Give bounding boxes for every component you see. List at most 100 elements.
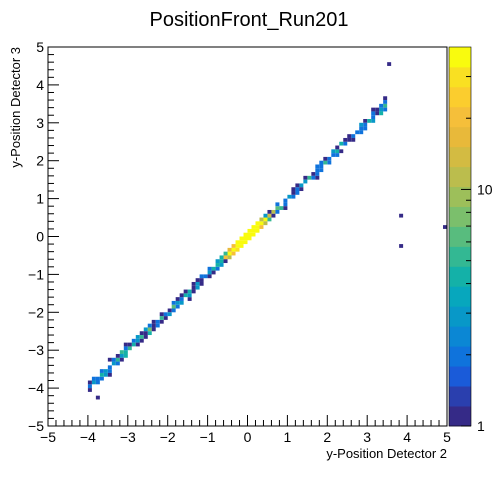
heatmap-cell — [99, 372, 104, 377]
heatmap-cell — [195, 281, 200, 286]
heatmap-cell — [243, 236, 248, 241]
heatmap-cell — [123, 342, 128, 347]
heatmap-cell — [263, 213, 268, 218]
heatmap-cell — [239, 244, 244, 248]
heatmap-cell — [319, 164, 324, 169]
palette-swatch — [449, 346, 471, 367]
heatmap-cell — [231, 244, 236, 248]
heatmap-cell — [87, 388, 92, 392]
heatmap-cell — [371, 115, 376, 120]
heatmap-cell — [127, 342, 132, 347]
palette-swatch — [449, 126, 471, 148]
x-axis-label: y-Position Detector 2 — [326, 446, 447, 461]
x-tick-label: 2 — [323, 429, 331, 445]
palette-swatch — [449, 286, 471, 307]
heatmap-cell — [119, 350, 124, 354]
heatmap-cell — [171, 308, 176, 313]
heatmap-cell — [171, 300, 176, 305]
heatmap-cell — [255, 228, 260, 233]
heatmap-cell — [379, 107, 384, 112]
y-tick-label: −4 — [28, 380, 44, 396]
heatmap-cell — [251, 225, 256, 229]
heatmap-cell — [131, 338, 136, 343]
heatmap-cell — [371, 111, 376, 116]
heatmap-cell — [215, 263, 220, 267]
heatmap-cell — [95, 395, 100, 400]
heatmap-cell — [191, 285, 196, 290]
heatmap-cell — [87, 380, 92, 385]
heatmap-cell — [335, 149, 340, 154]
heatmap-cell — [323, 160, 328, 165]
heatmap-cell — [159, 319, 164, 324]
y-tick-label: 3 — [36, 115, 44, 131]
heatmap-cell — [295, 191, 300, 195]
heatmap-cell — [303, 175, 308, 180]
palette-swatch — [449, 266, 471, 287]
heatmap-cell — [139, 335, 144, 339]
y-tick-label: −5 — [28, 418, 44, 434]
heatmap-cell — [143, 327, 148, 332]
heatmap-cell — [211, 266, 216, 271]
heatmap-cell — [215, 259, 220, 264]
heatmap-cell — [243, 232, 248, 237]
heatmap-cell — [187, 293, 192, 298]
heatmap-cell — [379, 111, 384, 116]
heatmap-cell — [299, 187, 304, 192]
heatmap-cell — [183, 293, 188, 298]
heatmap-cell — [227, 247, 232, 252]
heatmap-cell — [291, 194, 296, 199]
z-tick-label: 10 — [477, 181, 493, 197]
palette-swatch — [449, 226, 471, 247]
heatmap-cell — [107, 365, 112, 370]
heatmap-cell — [303, 179, 308, 184]
heatmap-cell — [235, 240, 240, 245]
heatmap-cell — [115, 357, 120, 362]
heatmap-cell — [351, 137, 356, 142]
y-tick-label: 2 — [36, 153, 44, 169]
heatmap-cell — [311, 175, 316, 180]
heatmap-cell — [147, 331, 152, 336]
heatmap-cell — [155, 323, 160, 328]
palette-swatch — [449, 326, 471, 347]
heatmap-cell — [283, 206, 288, 210]
palette-swatch — [449, 146, 471, 168]
heatmap-cell — [315, 175, 320, 180]
heatmap-cell — [331, 153, 336, 157]
heatmap-cell — [319, 168, 324, 173]
heatmap-cell — [175, 300, 180, 305]
heatmap-cell — [211, 270, 216, 275]
heatmap-cell — [375, 111, 380, 116]
palette-swatch — [449, 66, 471, 88]
heatmap-cell — [103, 369, 108, 373]
palette-swatch — [449, 406, 471, 427]
heatmap-cell — [255, 221, 260, 226]
x-tick-label: 1 — [284, 429, 292, 445]
heatmap-cell — [263, 217, 268, 222]
heatmap-cell — [335, 153, 340, 157]
heatmap-cell — [275, 202, 280, 207]
heatmap-cell — [143, 335, 148, 339]
y-tick-label: 1 — [36, 191, 44, 207]
heatmap-cell — [147, 327, 152, 332]
heatmap-cell — [199, 278, 204, 282]
heatmap-cell — [351, 134, 356, 138]
palette-swatch — [449, 306, 471, 327]
heatmap-cell — [243, 240, 248, 245]
heatmap-cell — [247, 232, 252, 237]
heatmap-cell — [291, 191, 296, 195]
heatmap-cell — [271, 209, 276, 214]
heatmap-cell — [107, 372, 112, 377]
heatmap-cell — [231, 247, 236, 252]
heatmap-cell — [175, 304, 180, 309]
heatmap-cell — [199, 281, 204, 286]
z-tick-label: 1 — [477, 418, 485, 434]
heatmap-cell — [203, 274, 208, 279]
heatmap-cell — [99, 376, 104, 381]
x-tick-label: −1 — [200, 429, 216, 445]
heatmap-cell — [339, 141, 344, 146]
heatmap-cell — [191, 281, 196, 286]
heatmap-cell — [207, 274, 212, 279]
heatmap-cell — [119, 357, 124, 362]
heatmap-cell — [95, 380, 100, 385]
